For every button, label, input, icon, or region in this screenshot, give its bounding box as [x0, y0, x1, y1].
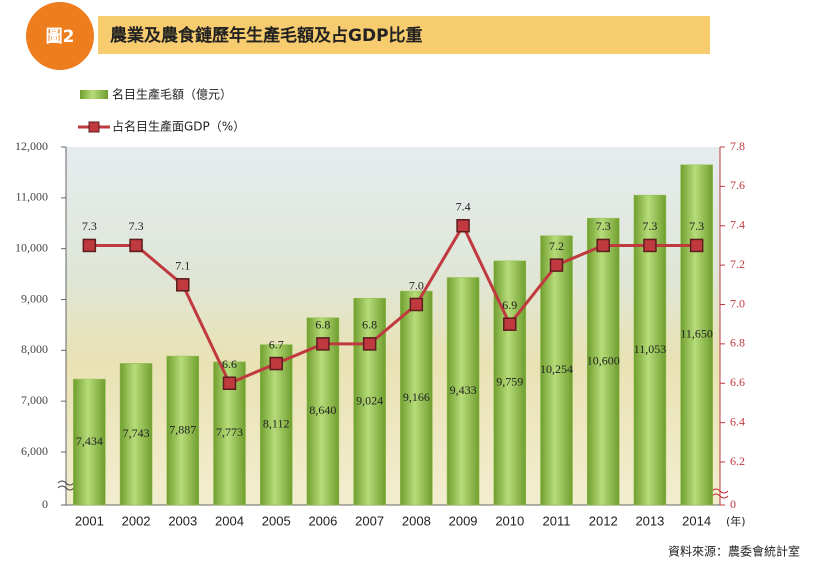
bar-value-label: 8,112	[263, 417, 290, 431]
y2-tick-label: 6.4	[730, 414, 745, 428]
x-tick-label: 2011	[543, 513, 571, 528]
line-marker	[643, 238, 657, 253]
bar	[586, 217, 620, 506]
x-tick-label: 2005	[262, 513, 291, 528]
line-marker	[82, 238, 97, 253]
bar	[680, 164, 713, 506]
line-marker	[269, 356, 283, 371]
bar-value-label: 9,433	[450, 383, 477, 397]
legend-label: 名目生產毛額（億元）	[112, 87, 232, 102]
bar-value-label: 8,640	[309, 403, 336, 417]
y2-tick-label: 7.4	[730, 218, 745, 232]
y-tick-label: 12,000	[15, 139, 48, 153]
line-value-label: 7.2	[549, 239, 564, 253]
line-value-label: 7.3	[129, 219, 144, 233]
bar	[446, 277, 480, 506]
line-value-label: 6.6	[222, 357, 237, 371]
line-marker	[456, 219, 470, 233]
axis-break	[711, 488, 729, 499]
bar-value-label: 9,166	[403, 390, 430, 404]
line-marker	[503, 317, 517, 331]
bar	[73, 378, 106, 506]
line-marker	[129, 238, 143, 253]
y2-tick-label: 7.8	[730, 139, 745, 153]
bar-value-label: 7,773	[216, 425, 243, 439]
y-tick-label: 10,000	[15, 240, 48, 254]
x-tick-label: 2010	[495, 513, 524, 528]
x-tick-label: 2014	[682, 513, 711, 528]
line-value-label: 6.9	[502, 298, 517, 312]
line-marker	[409, 297, 424, 312]
line-value-label: 7.4	[456, 200, 471, 214]
x-tick-label: 2006	[308, 513, 337, 528]
y2-tick-label: 7.2	[730, 257, 745, 271]
legend-label: 占名目生產面GDP（%）	[112, 119, 245, 134]
line-value-label: 6.8	[362, 318, 377, 332]
legend-swatch-bar	[80, 90, 108, 99]
x-tick-label: 2001	[75, 513, 104, 528]
y-tick-label: 11,000	[15, 190, 48, 204]
line-value-label: 6.8	[315, 318, 330, 332]
bar-value-label: 9,024	[356, 393, 383, 407]
x-tick-label: 2013	[635, 513, 664, 528]
bar	[400, 290, 433, 506]
bar-value-label: 10,254	[540, 362, 573, 376]
line-marker	[222, 376, 237, 390]
legend-marker	[88, 121, 100, 133]
x-tick-label: 2004	[215, 513, 244, 528]
bar	[353, 298, 386, 506]
line-marker	[362, 337, 377, 351]
line-marker	[689, 238, 704, 253]
y-tick-label: 7,000	[21, 393, 48, 407]
y2-tick-label: 7.0	[730, 296, 745, 310]
y2-tick-label: 7.6	[730, 178, 745, 192]
bar-value-label: 11,650	[680, 327, 713, 341]
y2-tick-label: 6.8	[730, 336, 745, 350]
y2-tick-label: 6.6	[730, 375, 745, 389]
bar-value-label: 7,434	[76, 434, 103, 448]
bar-value-label: 10,600	[587, 353, 620, 367]
line-value-label: 7.3	[82, 219, 97, 233]
bar	[119, 363, 153, 506]
title-bar	[98, 16, 710, 54]
line-marker	[316, 337, 330, 351]
bar	[166, 355, 200, 506]
y-tick-label: 0	[42, 497, 48, 511]
y2-tick-label: 0	[730, 497, 736, 511]
badge-text: 圖2	[46, 27, 75, 47]
line-value-label: 7.1	[175, 259, 190, 273]
line-value-label: 6.7	[269, 337, 284, 351]
x-tick-label: 2003	[168, 513, 197, 528]
line-value-label: 7.3	[596, 219, 611, 233]
x-tick-label: 2012	[589, 513, 618, 528]
bar	[259, 344, 293, 506]
line-marker	[176, 278, 190, 292]
x-tick-label: 2008	[402, 513, 431, 528]
y-tick-label: 9,000	[21, 291, 48, 305]
bar-value-label: 11,053	[634, 342, 667, 356]
bar-value-label: 7,743	[123, 426, 150, 440]
source-note: 資料來源：農委會統計室	[668, 544, 800, 559]
y2-tick-label: 6.2	[730, 454, 745, 468]
line-marker	[549, 258, 564, 272]
bar	[540, 235, 573, 506]
line-value-label: 7.3	[642, 219, 657, 233]
y-tick-label: 6,000	[21, 444, 48, 458]
line-value-label: 7.0	[409, 278, 424, 292]
x-tick-label: 2007	[355, 513, 384, 528]
line-value-label: 7.3	[689, 219, 704, 233]
badge	[26, 2, 94, 70]
bar-value-label: 7,887	[169, 422, 196, 436]
x-unit: (年)	[726, 514, 746, 528]
x-tick-label: 2009	[449, 513, 478, 528]
chart-title: 農業及農食鏈歷年生產毛額及占GDP比重	[110, 25, 423, 46]
y-tick-label: 8,000	[21, 342, 48, 356]
line	[89, 222, 697, 386]
axis-break	[57, 480, 75, 491]
x-tick-label: 2002	[122, 513, 151, 528]
line-marker	[596, 238, 610, 253]
bar-value-label: 9,759	[496, 375, 523, 389]
